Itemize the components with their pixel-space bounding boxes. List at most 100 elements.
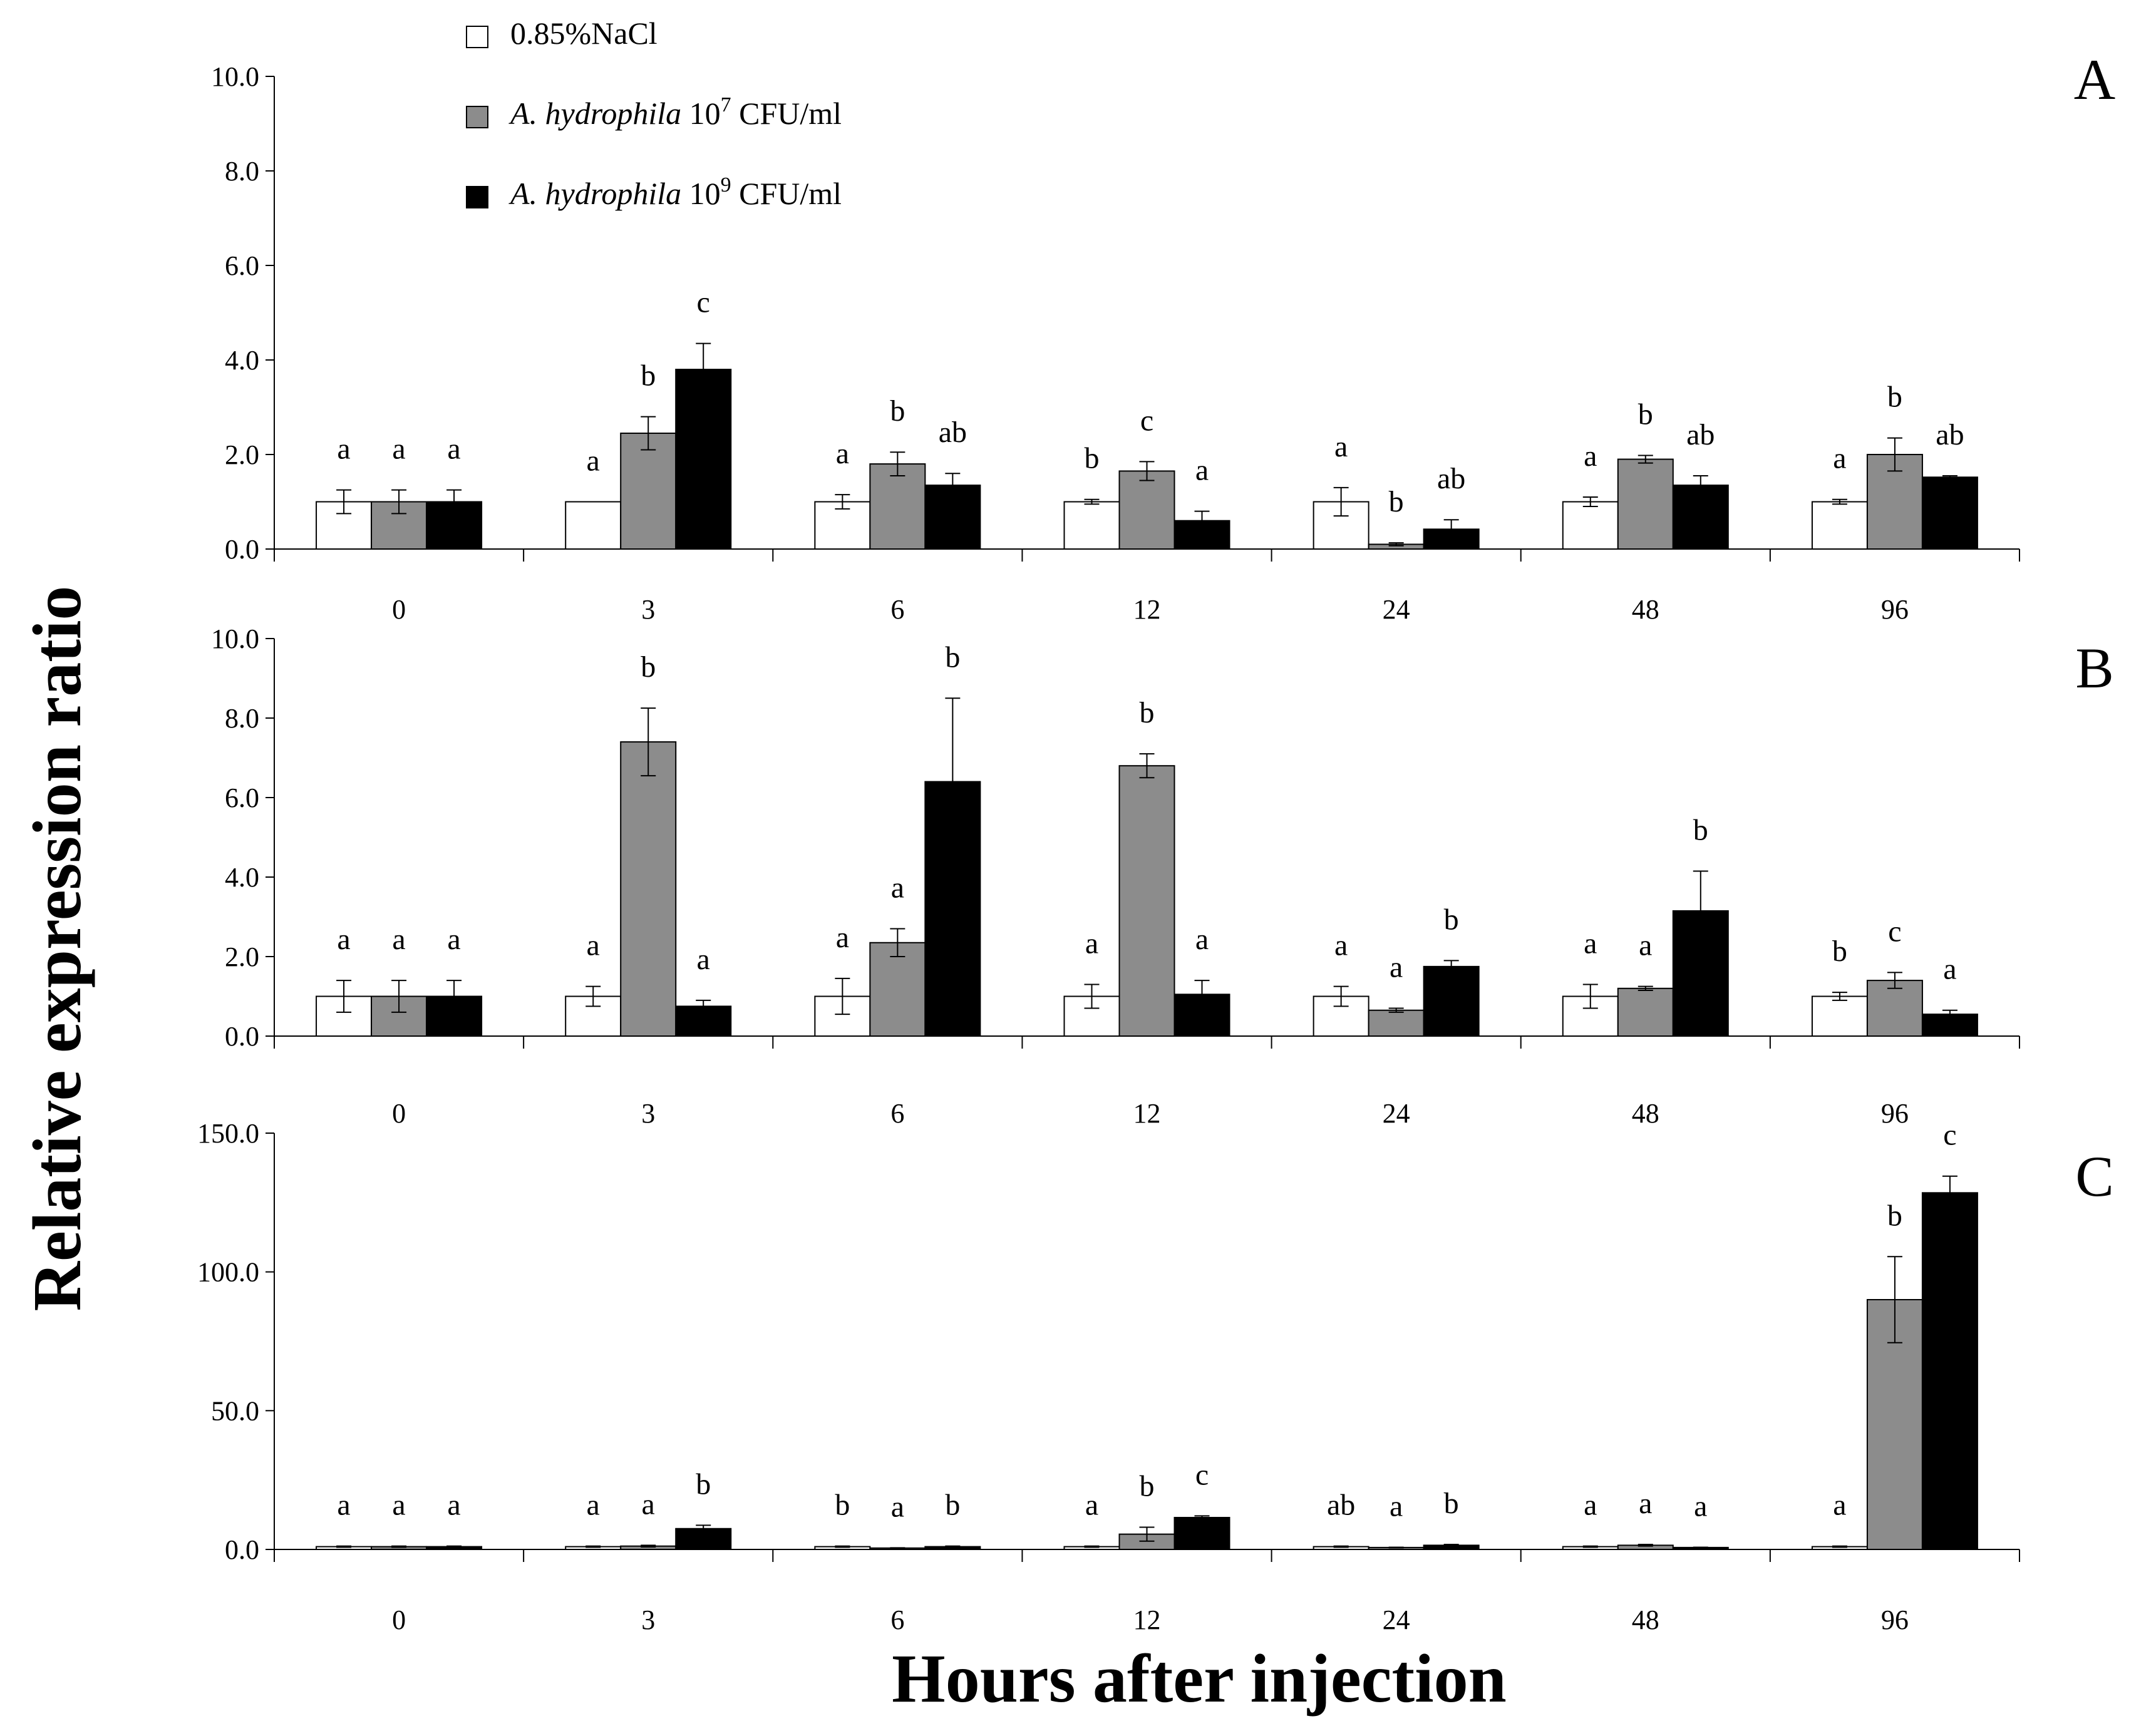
legend-swatch [466, 186, 488, 208]
significance-label: b [1444, 1487, 1459, 1520]
significance-label: b [641, 650, 656, 684]
significance-label: b [1140, 696, 1155, 729]
bar [1811, 995, 1868, 1037]
bar [1118, 470, 1175, 550]
significance-label: a [891, 871, 904, 905]
significance-label: ab [1686, 418, 1715, 451]
significance-label: a [1085, 927, 1098, 960]
significance-label: ab [1437, 462, 1465, 495]
significance-label: a [1943, 953, 1956, 986]
legend-swatch [466, 26, 488, 48]
x-tick-label: 96 [1881, 1605, 1909, 1635]
significance-label: a [392, 1489, 405, 1522]
significance-label: c [1888, 915, 1901, 948]
significance-label: a [1833, 1489, 1846, 1522]
x-tick-label: 48 [1632, 594, 1659, 625]
legend-item: A. hydrophila 109 CFU/ml [466, 173, 842, 211]
significance-label: c [1140, 404, 1153, 437]
bar [1118, 765, 1175, 1037]
bar [1063, 501, 1120, 550]
x-tick-label: 3 [641, 1098, 655, 1129]
bar [1921, 1192, 1978, 1550]
bar [1811, 501, 1868, 550]
significance-label: ab [1327, 1489, 1355, 1522]
y-tick-label: 150.0 [197, 1118, 259, 1149]
x-tick-label: 12 [1133, 1098, 1161, 1129]
y-tick-label: 4.0 [225, 345, 259, 376]
bar [1672, 485, 1729, 550]
y-axis-title: Relative expression ratio [19, 586, 95, 1312]
x-tick-label: 3 [641, 594, 655, 625]
panel-A: A0.02.04.06.08.010.00 3 6 12 24 48 96a a a b a a aab… [211, 48, 2115, 625]
significance-label: a [836, 921, 849, 954]
significance-label: b [1832, 935, 1847, 968]
y-tick-label: 8.0 [225, 703, 259, 734]
significance-label: b [945, 1489, 960, 1522]
bar [316, 501, 373, 550]
bar [1617, 987, 1674, 1037]
y-tick-label: 6.0 [225, 250, 259, 281]
y-tick-label: 8.0 [225, 156, 259, 187]
legend-label: A. hydrophila 109 CFU/ml [508, 173, 842, 211]
y-tick-label: 10.0 [211, 61, 259, 92]
x-tick-label: 6 [890, 594, 904, 625]
x-tick-label: 12 [1133, 594, 1161, 625]
y-tick-label: 50.0 [211, 1395, 259, 1426]
legend: 0.85%NaCl A. hydrophila 107 CFU/ml A. hydr… [466, 16, 842, 211]
significance-label: a [587, 1489, 600, 1522]
significance-label: b [1085, 442, 1100, 475]
significance-label: a [891, 1490, 904, 1523]
significance-label: a [1195, 923, 1209, 956]
significance-label: a [1694, 1489, 1707, 1523]
x-tick-label: 0 [392, 1098, 406, 1129]
y-tick-label: 2.0 [225, 942, 259, 972]
x-tick-label: 96 [1881, 594, 1909, 625]
significance-label: b [1887, 381, 1902, 414]
bar [869, 942, 926, 1037]
bar [1562, 501, 1619, 550]
x-tick-label: 3 [641, 1605, 655, 1635]
bar [1423, 965, 1480, 1037]
bar [869, 463, 926, 550]
x-tick-label: 6 [890, 1605, 904, 1635]
x-tick-label: 0 [392, 1605, 406, 1635]
significance-label: b [1887, 1199, 1902, 1232]
x-tick-label: 48 [1632, 1098, 1659, 1129]
significance-label: ab [939, 416, 967, 449]
significance-label: a [1334, 430, 1348, 463]
significance-label: b [835, 1489, 850, 1522]
significance-label: b [1140, 1470, 1155, 1503]
significance-label: b [1444, 903, 1459, 936]
significance-label: b [945, 640, 960, 674]
significance-label: a [392, 433, 405, 466]
legend-label: 0.85%NaCl [510, 16, 658, 51]
significance-label: b [641, 359, 656, 393]
y-tick-label: 100.0 [197, 1257, 259, 1288]
legend-swatch [466, 106, 488, 128]
significance-label: c [697, 286, 710, 319]
significance-label: a [447, 923, 460, 956]
significance-label: b [1389, 485, 1404, 518]
significance-label: a [1390, 1489, 1403, 1523]
significance-label: a [587, 929, 600, 962]
significance-label: a [697, 943, 710, 976]
significance-label: a [337, 1489, 350, 1522]
bar [620, 741, 677, 1037]
x-tick-label: 24 [1383, 1605, 1410, 1635]
panel-label: C [2075, 1144, 2113, 1208]
significance-label: a [447, 433, 460, 466]
significance-label: a [1195, 454, 1209, 487]
significance-label: a [1584, 439, 1597, 473]
significance-label: a [337, 923, 350, 956]
significance-label: b [1638, 398, 1653, 431]
y-tick-label: 6.0 [225, 783, 259, 813]
significance-label: b [696, 1467, 711, 1501]
significance-label: a [1085, 1489, 1098, 1522]
significance-label: a [1639, 1487, 1652, 1520]
significance-label: a [836, 437, 849, 470]
bar [620, 433, 677, 550]
bar [1368, 1009, 1425, 1037]
x-tick-label: 12 [1133, 1605, 1161, 1635]
y-tick-label: 2.0 [225, 439, 259, 470]
